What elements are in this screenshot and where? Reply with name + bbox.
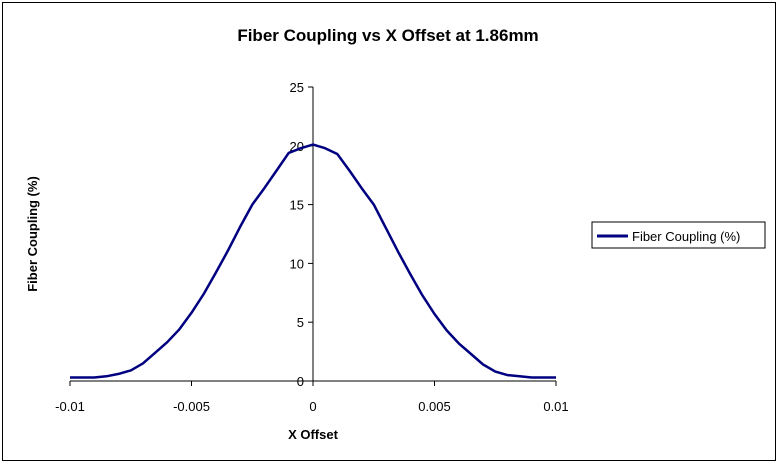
y-tick-label: 25 — [290, 80, 304, 95]
legend-label: Fiber Coupling (%) — [632, 229, 740, 244]
x-tick-label: -0.005 — [173, 399, 210, 414]
y-axis-title: Fiber Coupling (%) — [25, 176, 40, 292]
chart-title: Fiber Coupling vs X Offset at 1.86mm — [237, 26, 538, 45]
series-layer — [70, 143, 556, 379]
x-tick-label: 0 — [309, 399, 316, 414]
y-tick-label: 5 — [297, 315, 304, 330]
x-tick-label: 0.01 — [543, 399, 568, 414]
series-line — [70, 143, 556, 379]
x-axis-ticks: -0.01 -0.005 0 0.005 0.01 — [55, 381, 569, 414]
y-tick-label: 10 — [290, 256, 304, 271]
y-tick-label: 15 — [290, 198, 304, 213]
x-axis-title: X Offset — [288, 427, 339, 442]
x-tick-label: 0.005 — [418, 399, 451, 414]
x-tick-label: -0.01 — [55, 399, 85, 414]
legend: Fiber Coupling (%) — [591, 221, 766, 249]
y-tick-label: 0 — [297, 374, 304, 389]
